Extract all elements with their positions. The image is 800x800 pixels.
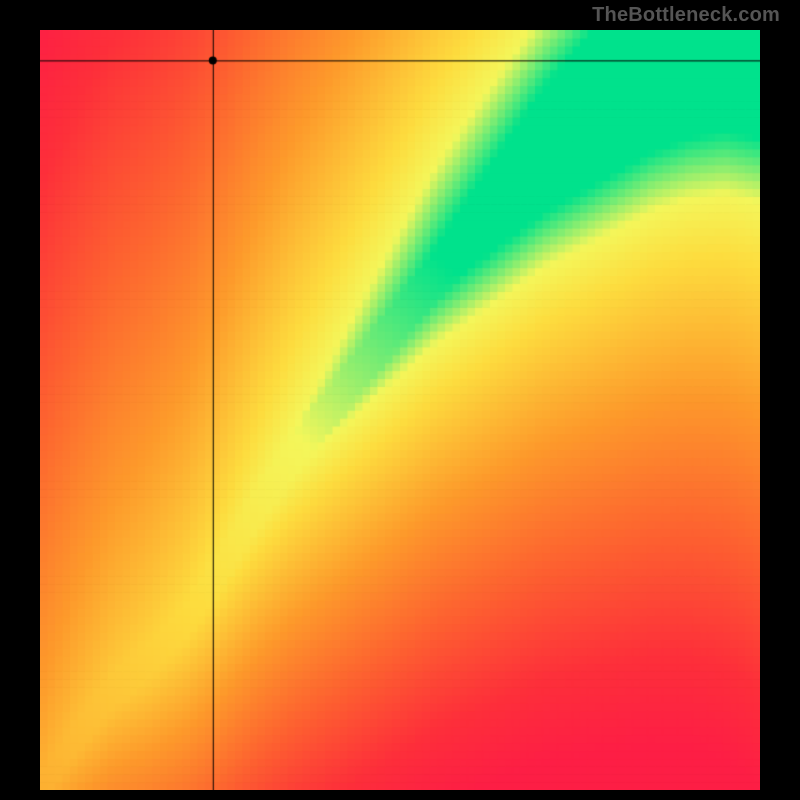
- bottleneck-heatmap: [40, 30, 760, 790]
- watermark-text: TheBottleneck.com: [592, 4, 780, 27]
- chart-container: { "watermark": { "text": "TheBottleneck.…: [0, 0, 800, 800]
